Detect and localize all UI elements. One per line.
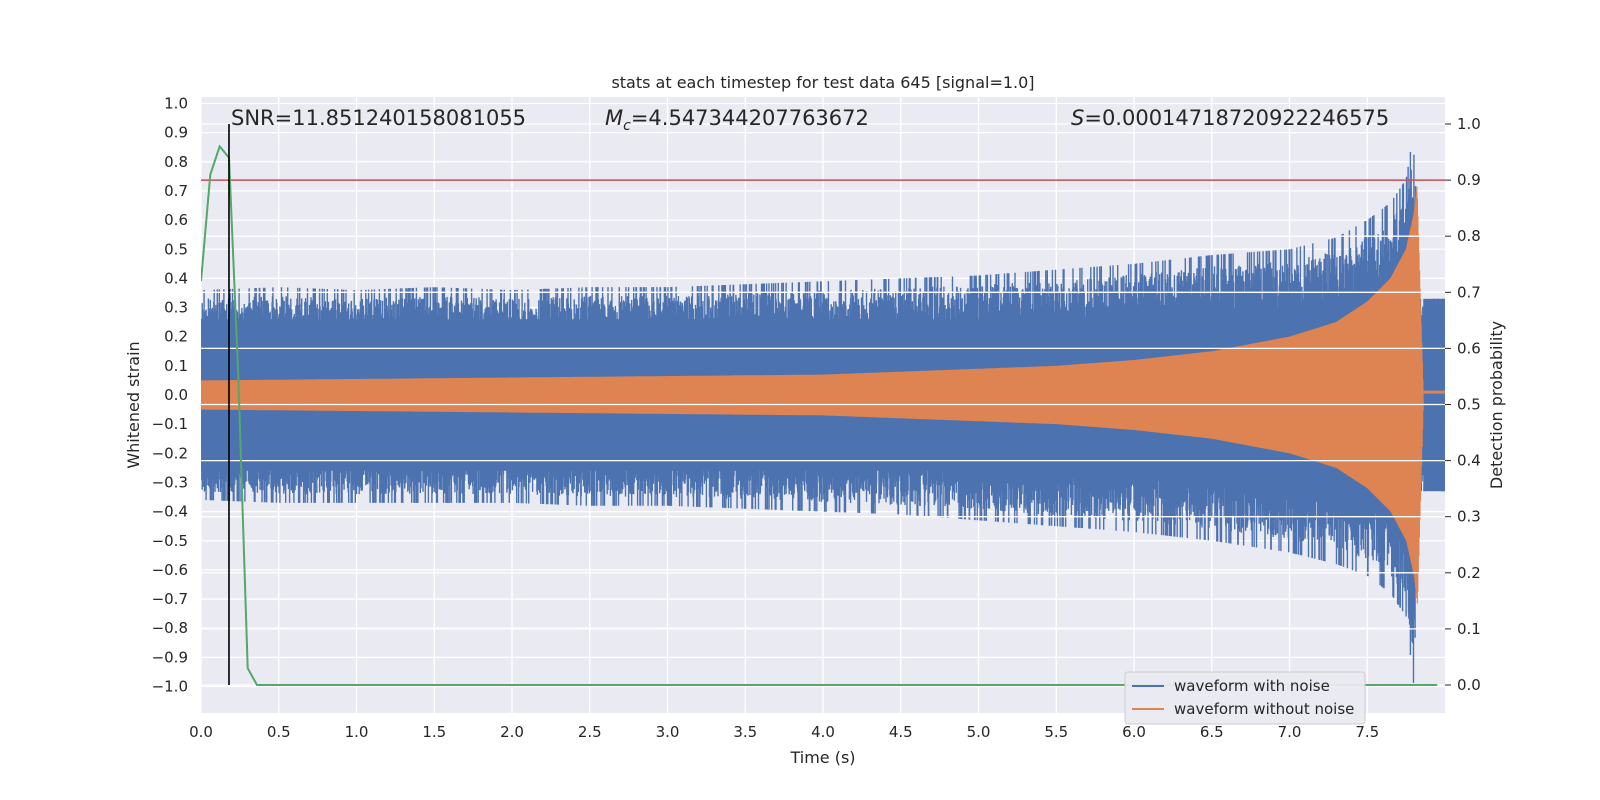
x-tick-label: 4.0 xyxy=(811,723,835,741)
chart-title: stats at each timestep for test data 645… xyxy=(611,73,1034,92)
y-tick-label: 0.3 xyxy=(164,299,188,317)
y-tick-label: −0.4 xyxy=(152,503,188,521)
y2-tick-label: 0.1 xyxy=(1457,620,1481,638)
chirp-mass-value: =4.547344207763672 xyxy=(631,106,869,130)
y-tick-label: 0.8 xyxy=(164,153,188,171)
waveform-without-noise xyxy=(201,186,1424,604)
y2-tick-label: 0.6 xyxy=(1457,339,1481,357)
y-tick-label: 0.4 xyxy=(164,269,188,287)
legend-label-clean: waveform without noise xyxy=(1174,700,1354,718)
chirp-mass-subscript: c xyxy=(623,118,631,134)
data-layer xyxy=(201,152,1445,683)
chirp-mass-symbol: M xyxy=(605,106,623,130)
x-tick-label: 6.0 xyxy=(1122,723,1146,741)
y2-tick-label: 0.7 xyxy=(1457,283,1481,301)
x-tick-label: 0.0 xyxy=(189,723,213,741)
x-tick-label: 2.0 xyxy=(500,723,524,741)
s-annotation: S=0.00014718720922246575 xyxy=(1071,106,1389,130)
ticks: 0.0 0.5 1.0 1.5 2.0 2.5 3.0 3.5 4.0 4.5 5.0 5.5 6.0 6… xyxy=(152,95,1481,742)
s-value: =0.00014718720922246575 xyxy=(1084,106,1389,130)
x-tick-label: 7.5 xyxy=(1355,723,1379,741)
x-tick-label: 0.5 xyxy=(267,723,291,741)
y-tick-label: −0.9 xyxy=(152,648,188,666)
y-tick-label: −0.2 xyxy=(152,444,188,462)
y2-axis-label: Detection probability xyxy=(1487,321,1506,489)
x-tick-label: 7.0 xyxy=(1278,723,1302,741)
y-tick-label: 0.9 xyxy=(164,124,188,142)
y2-tick-label: 1.0 xyxy=(1457,115,1481,133)
x-tick-label: 3.0 xyxy=(656,723,680,741)
s-symbol: S xyxy=(1071,106,1084,130)
x-tick-label: 1.0 xyxy=(345,723,369,741)
y-tick-label: −0.3 xyxy=(152,473,188,491)
y-tick-label: 0.5 xyxy=(164,240,188,258)
x-tick-label: 1.5 xyxy=(422,723,446,741)
y-tick-label: 0.0 xyxy=(164,386,188,404)
y2-tick-label: 0.8 xyxy=(1457,227,1481,245)
legend: waveform with noise waveform without noi… xyxy=(1124,671,1366,725)
legend-label-noise: waveform with noise xyxy=(1174,677,1330,695)
y2-tick-label: 0.2 xyxy=(1457,564,1481,582)
x-tick-label: 6.5 xyxy=(1200,723,1224,741)
x-tick-label: 2.5 xyxy=(578,723,602,741)
y2-tick-label: 0.5 xyxy=(1457,396,1481,414)
chirp-mass-annotation: Mc=4.547344207763672 xyxy=(605,106,869,134)
y2-tick-label: 0.4 xyxy=(1457,452,1481,470)
y-tick-label: −0.6 xyxy=(152,561,188,579)
y2-tick-label: 0.0 xyxy=(1457,676,1481,694)
y-axis-label: Whitened strain xyxy=(124,341,143,468)
y-tick-label: −0.7 xyxy=(152,590,188,608)
y2-tick-label: 0.3 xyxy=(1457,508,1481,526)
noise-tail xyxy=(1423,298,1445,492)
y-tick-label: 0.1 xyxy=(164,357,188,375)
y-tick-label: 0.2 xyxy=(164,328,188,346)
y-tick-label: −0.5 xyxy=(152,532,188,550)
y-tick-label: −1.0 xyxy=(152,678,188,696)
right-axis-grid xyxy=(201,123,1445,686)
y-tick-label: −0.1 xyxy=(152,415,188,433)
x-tick-label: 5.0 xyxy=(967,723,991,741)
y-tick-label: −0.8 xyxy=(152,619,188,637)
x-tick-label: 3.5 xyxy=(733,723,757,741)
y-tick-label: 0.7 xyxy=(164,182,188,200)
y-tick-label: 1.0 xyxy=(164,95,188,113)
legend-box xyxy=(1124,671,1366,725)
snr-annotation: SNR=11.851240158081055 xyxy=(231,106,526,130)
y2-tick-label: 0.9 xyxy=(1457,171,1481,189)
x-tick-label: 4.5 xyxy=(889,723,913,741)
y-tick-label: 0.6 xyxy=(164,211,188,229)
x-tick-label: 5.5 xyxy=(1044,723,1068,741)
x-axis-label: Time (s) xyxy=(789,748,855,767)
